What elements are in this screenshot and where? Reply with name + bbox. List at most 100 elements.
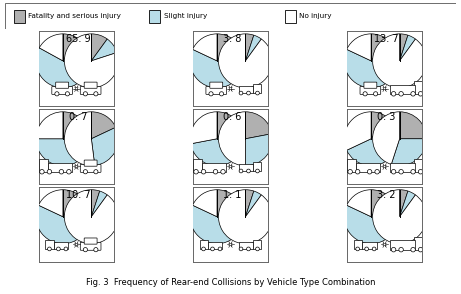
Circle shape bbox=[255, 91, 260, 95]
Circle shape bbox=[229, 87, 232, 90]
FancyBboxPatch shape bbox=[414, 237, 424, 250]
Circle shape bbox=[211, 247, 214, 251]
Text: 65. 9: 65. 9 bbox=[65, 34, 90, 44]
Circle shape bbox=[57, 247, 60, 251]
Circle shape bbox=[418, 91, 423, 96]
Wedge shape bbox=[347, 34, 371, 61]
Wedge shape bbox=[193, 190, 217, 217]
Wedge shape bbox=[190, 112, 217, 144]
Wedge shape bbox=[91, 191, 107, 217]
Circle shape bbox=[59, 170, 64, 174]
Text: Fig. 3  Frequency of Rear-end Collisions by Vehicle Type Combination: Fig. 3 Frequency of Rear-end Collisions … bbox=[86, 278, 375, 287]
Wedge shape bbox=[63, 190, 79, 217]
Circle shape bbox=[64, 247, 68, 251]
Wedge shape bbox=[36, 39, 90, 88]
Circle shape bbox=[391, 91, 396, 96]
FancyBboxPatch shape bbox=[390, 85, 415, 94]
Circle shape bbox=[229, 243, 232, 245]
Wedge shape bbox=[400, 34, 408, 61]
Circle shape bbox=[194, 170, 198, 174]
Wedge shape bbox=[217, 190, 233, 217]
Wedge shape bbox=[391, 139, 426, 166]
Circle shape bbox=[255, 247, 260, 251]
Circle shape bbox=[221, 170, 225, 174]
FancyBboxPatch shape bbox=[200, 240, 208, 249]
Circle shape bbox=[55, 92, 59, 96]
Circle shape bbox=[372, 247, 376, 251]
Wedge shape bbox=[344, 39, 398, 88]
Circle shape bbox=[355, 170, 360, 174]
Text: Fatality and serious injury: Fatality and serious injury bbox=[28, 13, 121, 19]
Wedge shape bbox=[190, 195, 244, 244]
Wedge shape bbox=[219, 34, 272, 88]
Circle shape bbox=[418, 170, 423, 174]
Circle shape bbox=[411, 170, 415, 174]
FancyBboxPatch shape bbox=[253, 162, 261, 171]
Wedge shape bbox=[39, 34, 63, 61]
Wedge shape bbox=[193, 34, 217, 61]
FancyBboxPatch shape bbox=[238, 86, 253, 93]
Wedge shape bbox=[400, 112, 426, 139]
Wedge shape bbox=[246, 112, 272, 139]
Circle shape bbox=[94, 248, 98, 252]
Wedge shape bbox=[65, 190, 118, 244]
FancyBboxPatch shape bbox=[238, 164, 253, 171]
Wedge shape bbox=[246, 35, 261, 61]
Circle shape bbox=[384, 165, 386, 168]
Circle shape bbox=[247, 91, 250, 95]
Circle shape bbox=[75, 87, 77, 90]
Circle shape bbox=[213, 170, 218, 174]
Circle shape bbox=[75, 243, 77, 245]
Wedge shape bbox=[190, 39, 244, 88]
Wedge shape bbox=[219, 112, 246, 166]
FancyBboxPatch shape bbox=[80, 164, 101, 172]
FancyBboxPatch shape bbox=[414, 159, 424, 172]
Wedge shape bbox=[347, 190, 371, 217]
FancyBboxPatch shape bbox=[360, 86, 381, 94]
Wedge shape bbox=[63, 112, 79, 139]
Circle shape bbox=[94, 92, 98, 96]
Wedge shape bbox=[91, 39, 117, 61]
FancyBboxPatch shape bbox=[390, 240, 415, 250]
Text: 0. 3: 0. 3 bbox=[377, 112, 395, 122]
Wedge shape bbox=[371, 112, 387, 139]
Circle shape bbox=[399, 91, 403, 96]
FancyBboxPatch shape bbox=[47, 163, 72, 172]
Wedge shape bbox=[347, 117, 398, 166]
Circle shape bbox=[356, 247, 360, 251]
FancyBboxPatch shape bbox=[84, 160, 97, 166]
Text: No injury: No injury bbox=[299, 13, 331, 19]
Circle shape bbox=[209, 92, 213, 96]
Wedge shape bbox=[371, 190, 387, 217]
Wedge shape bbox=[63, 34, 79, 61]
Wedge shape bbox=[217, 34, 233, 61]
Circle shape bbox=[348, 170, 352, 174]
Circle shape bbox=[247, 247, 250, 251]
Circle shape bbox=[83, 248, 88, 252]
Wedge shape bbox=[371, 34, 387, 61]
FancyBboxPatch shape bbox=[208, 242, 223, 249]
FancyBboxPatch shape bbox=[347, 159, 356, 172]
Wedge shape bbox=[246, 134, 272, 166]
FancyBboxPatch shape bbox=[46, 240, 54, 249]
Wedge shape bbox=[344, 195, 398, 244]
FancyBboxPatch shape bbox=[364, 82, 377, 88]
Circle shape bbox=[255, 169, 260, 173]
Text: Slight injury: Slight injury bbox=[164, 13, 207, 19]
Bar bbox=[285, 9, 296, 23]
FancyBboxPatch shape bbox=[253, 240, 261, 249]
Text: 13. 7: 13. 7 bbox=[374, 34, 398, 44]
Circle shape bbox=[384, 243, 386, 245]
Circle shape bbox=[83, 92, 88, 96]
FancyBboxPatch shape bbox=[390, 163, 415, 172]
Circle shape bbox=[47, 247, 51, 251]
Wedge shape bbox=[217, 112, 233, 139]
Circle shape bbox=[375, 170, 379, 174]
FancyBboxPatch shape bbox=[39, 159, 48, 172]
Circle shape bbox=[201, 247, 206, 251]
FancyBboxPatch shape bbox=[80, 86, 101, 94]
Circle shape bbox=[201, 170, 206, 174]
Circle shape bbox=[247, 169, 250, 173]
Circle shape bbox=[218, 247, 222, 251]
FancyBboxPatch shape bbox=[80, 242, 101, 250]
